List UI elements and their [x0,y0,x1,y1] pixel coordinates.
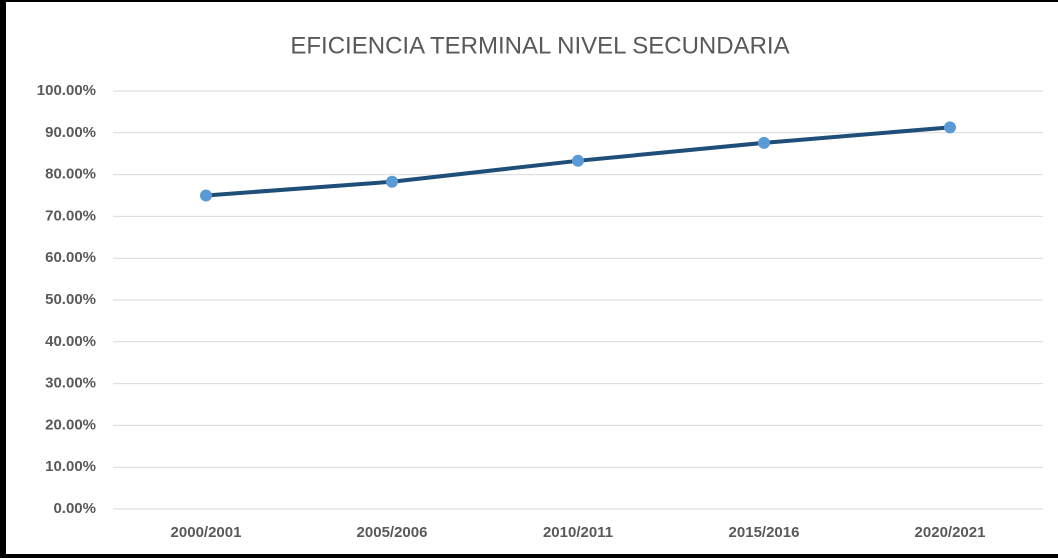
x-tick-label: 2000/2001 [171,524,242,541]
y-tick-label: 30.00% [45,375,96,392]
y-tick-label: 80.00% [45,166,96,183]
y-tick-label: 70.00% [45,207,96,224]
chart-title: EFICIENCIA TERMINAL NIVEL SECUNDARIA [290,32,789,59]
frame-left [0,0,6,558]
y-tick-label: 50.00% [45,291,96,308]
frame-bottom [0,554,1058,558]
frame-top [0,0,1058,2]
y-tick-label: 90.00% [45,124,96,141]
marker [200,189,212,202]
y-tick-label: 20.00% [45,416,96,433]
x-tick-label: 2005/2006 [357,524,428,541]
y-tick-label: 40.00% [45,333,96,350]
marker [758,136,770,149]
y-tick-label: 100.00% [37,82,96,99]
x-tick-label: 2015/2016 [729,524,800,541]
y-tick-label: 0.00% [53,500,96,517]
marker [572,154,584,167]
x-tick-label: 2020/2021 [915,524,986,541]
y-tick-label: 10.00% [45,458,96,475]
y-tick-label: 60.00% [45,249,96,266]
x-tick-label: 2010/2011 [543,524,613,541]
marker [944,121,956,134]
marker [386,175,398,188]
